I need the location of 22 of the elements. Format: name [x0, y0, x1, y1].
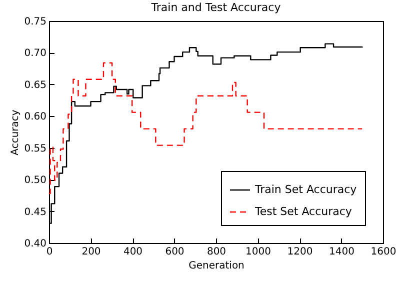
- x-tick-label: 800: [206, 246, 226, 258]
- y-tick-label: 0.45: [24, 206, 46, 218]
- x-tick-label: 0: [46, 246, 53, 258]
- y-tick-label: 0.40: [24, 238, 46, 250]
- legend-label: Test Set Accuracy: [254, 205, 352, 218]
- y-tick-label: 0.50: [24, 175, 46, 186]
- x-tick-label: 200: [82, 246, 101, 258]
- x-tick-label: 1400: [329, 246, 354, 258]
- x-tick-label: 1000: [246, 246, 271, 258]
- y-axis-title: Accuracy: [10, 110, 22, 156]
- y-tick-label: 0.55: [24, 143, 46, 154]
- x-tick-label: 1200: [287, 246, 313, 258]
- legend-label: Train Set Accuracy: [254, 183, 358, 196]
- x-tick-label: 400: [123, 246, 143, 258]
- x-tick-label: 1600: [370, 246, 396, 258]
- y-tick-label: 0.70: [24, 48, 46, 60]
- x-tick-label: 600: [165, 246, 184, 258]
- y-tick-label: 0.75: [24, 16, 46, 28]
- y-tick-label: 0.60: [24, 112, 46, 123]
- y-tick-label: 0.65: [24, 80, 46, 91]
- chart-title: Train and Test Accuracy: [150, 1, 282, 14]
- x-axis-title: Generation: [188, 260, 244, 272]
